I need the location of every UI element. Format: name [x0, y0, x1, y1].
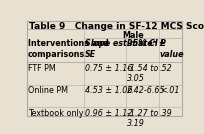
- Text: Table 9   Change in SF-12 MCS Score Among Groups by Sex: Table 9 Change in SF-12 MCS Score Among …: [29, 22, 204, 31]
- Text: Textbook only: Textbook only: [28, 109, 83, 118]
- Text: FTF PM: FTF PM: [28, 64, 56, 73]
- Text: 4.53 ± 1.06: 4.53 ± 1.06: [85, 86, 132, 95]
- Text: <.01: <.01: [160, 86, 179, 95]
- Text: -1.27 to
3.19: -1.27 to 3.19: [127, 109, 158, 128]
- Text: P
value: P value: [160, 39, 184, 59]
- Text: 2.42-6.65: 2.42-6.65: [127, 86, 165, 95]
- Text: .52: .52: [160, 64, 173, 73]
- Text: .39: .39: [160, 109, 173, 118]
- Text: 95% CI: 95% CI: [127, 39, 157, 48]
- Text: Interventions and
comparisons: Interventions and comparisons: [28, 39, 109, 59]
- Text: Slope estimateᵃ ±
SE: Slope estimateᵃ ± SE: [85, 39, 165, 59]
- Text: -1.54 to
3.05: -1.54 to 3.05: [127, 64, 158, 83]
- Text: 0.96 ± 1.12: 0.96 ± 1.12: [85, 109, 132, 118]
- Text: Male: Male: [122, 31, 144, 40]
- Text: Online PM: Online PM: [28, 86, 68, 95]
- Text: 0.75 ± 1.16: 0.75 ± 1.16: [85, 64, 132, 73]
